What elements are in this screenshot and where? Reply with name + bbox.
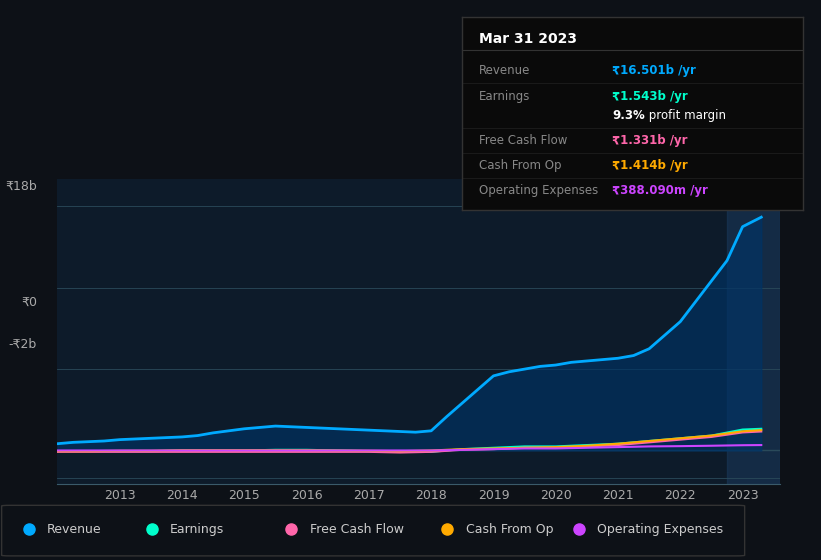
Text: Operating Expenses: Operating Expenses bbox=[597, 523, 723, 536]
Bar bbox=[727, 179, 780, 484]
Text: Mar 31 2023: Mar 31 2023 bbox=[479, 32, 577, 46]
Text: Revenue: Revenue bbox=[47, 523, 102, 536]
Text: Cash From Op: Cash From Op bbox=[479, 159, 562, 172]
Text: ₹0: ₹0 bbox=[21, 296, 37, 309]
Text: profit margin: profit margin bbox=[644, 109, 726, 122]
Text: Earnings: Earnings bbox=[479, 90, 530, 102]
Text: ₹1.543b /yr: ₹1.543b /yr bbox=[612, 90, 688, 102]
Text: Free Cash Flow: Free Cash Flow bbox=[479, 134, 567, 147]
Text: Revenue: Revenue bbox=[479, 64, 530, 77]
Text: ₹388.090m /yr: ₹388.090m /yr bbox=[612, 184, 708, 197]
Text: ₹16.501b /yr: ₹16.501b /yr bbox=[612, 64, 696, 77]
Text: Cash From Op: Cash From Op bbox=[466, 523, 553, 536]
Text: Earnings: Earnings bbox=[170, 523, 224, 536]
Text: 9.3%: 9.3% bbox=[612, 109, 644, 122]
Text: Free Cash Flow: Free Cash Flow bbox=[310, 523, 403, 536]
Text: -₹2b: -₹2b bbox=[9, 338, 37, 351]
Text: ₹18b: ₹18b bbox=[5, 180, 37, 193]
Text: ₹1.331b /yr: ₹1.331b /yr bbox=[612, 134, 688, 147]
Text: ₹1.414b /yr: ₹1.414b /yr bbox=[612, 159, 688, 172]
Text: Operating Expenses: Operating Expenses bbox=[479, 184, 599, 197]
